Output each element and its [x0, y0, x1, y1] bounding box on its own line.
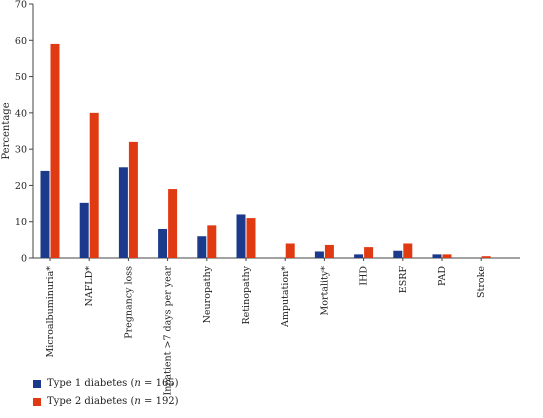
x-category-label: Retinopathy: [241, 265, 252, 324]
x-category-label: Amputation*: [280, 266, 291, 328]
bar-type2: [246, 218, 256, 258]
legend-swatch-type1: [33, 379, 41, 388]
legend-label-type2: Type 2 diabetes (n = 192): [47, 396, 179, 407]
legend-label-type1: Type 1 diabetes (n = 165): [47, 378, 179, 389]
x-category-label: Inpatient >7 days per year: [163, 266, 174, 396]
bar-type2: [89, 112, 99, 258]
legend: Type 1 diabetes (n = 165) Type 2 diabete…: [33, 376, 179, 412]
y-tick-label: 70: [15, 0, 27, 11]
bar-type2: [168, 189, 178, 258]
x-category-label: IHD: [359, 266, 370, 286]
y-tick-label: 40: [15, 108, 27, 119]
x-category-label: Stroke: [476, 266, 487, 298]
bar-type2: [403, 243, 413, 258]
bar-type2: [481, 256, 491, 258]
bar-type1: [236, 214, 246, 258]
bar-type1: [79, 202, 89, 258]
bar-type1: [432, 254, 442, 258]
y-tick-label: 50: [15, 72, 27, 83]
x-category-label: Microalbuminuria*: [45, 266, 56, 358]
legend-swatch-type2: [33, 397, 41, 406]
bar-type2: [324, 244, 334, 258]
legend-item-type2: Type 2 diabetes (n = 192): [33, 394, 179, 409]
x-category-label: Pregnancy loss: [123, 266, 134, 339]
bar-type1: [118, 167, 128, 258]
bar-type1: [40, 170, 50, 258]
bar-type2: [50, 43, 60, 258]
y-tick-label: 10: [15, 217, 27, 228]
x-category-label: PAD: [437, 266, 448, 286]
bar-type1: [393, 250, 403, 258]
bar-type1: [314, 251, 324, 258]
x-category-label: Neuropathy: [202, 265, 213, 323]
y-tick-label: 60: [15, 36, 27, 47]
y-axis-title: Percentage: [1, 102, 12, 159]
y-tick-label: 20: [15, 181, 27, 192]
y-tick-label: 30: [15, 145, 27, 156]
bar-type2: [364, 247, 374, 258]
bars: [40, 43, 491, 261]
x-axis-labels: Microalbuminuria* NAFLD* Pregnancy loss Inp…: [45, 265, 487, 395]
bar-type1: [158, 228, 168, 258]
x-category-label: ESRF: [398, 266, 409, 294]
bar-type2: [128, 141, 138, 258]
x-category-label: NAFLD*: [84, 266, 95, 307]
bar-type2: [285, 243, 295, 258]
legend-item-type1: Type 1 diabetes (n = 165): [33, 376, 179, 391]
bar-type2: [442, 254, 452, 258]
x-category-label: Mortality*: [319, 266, 330, 316]
bar-type1: [197, 236, 207, 258]
y-tick-label: 0: [21, 254, 27, 265]
bar-type1: [354, 254, 364, 258]
bar-type2: [207, 225, 217, 258]
